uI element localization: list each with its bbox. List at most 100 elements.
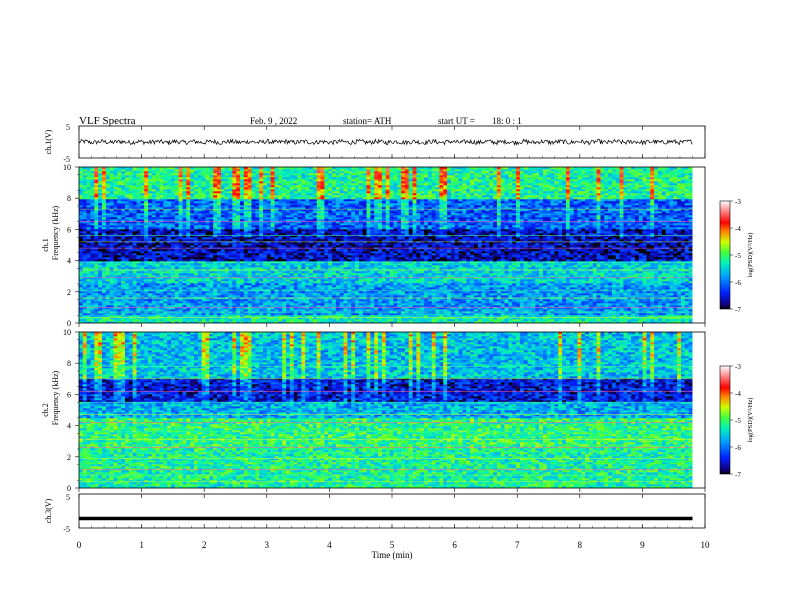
spectrogram-cell xyxy=(282,177,287,180)
spectrogram-cell xyxy=(282,175,287,178)
spectrogram-cell xyxy=(220,221,225,224)
spectrogram-cell xyxy=(240,199,245,202)
spectrogram-cell xyxy=(255,205,260,208)
spectrogram-cell xyxy=(236,307,241,310)
spectrogram-cell xyxy=(121,275,126,278)
spectrogram-cell xyxy=(171,229,176,232)
spectrogram-cell xyxy=(289,235,295,238)
spectrogram-cell xyxy=(151,181,156,184)
spectrogram-cell xyxy=(228,265,233,268)
spectrogram-cell xyxy=(305,245,310,248)
spectrogram-cell xyxy=(125,277,130,280)
spectrogram-cell xyxy=(182,255,187,258)
spectrogram-cell xyxy=(289,315,295,318)
spectrogram-cell xyxy=(171,303,176,306)
spectrogram-cell xyxy=(182,259,187,262)
spectrogram-cell xyxy=(144,227,149,230)
spectrogram-cell xyxy=(148,291,153,294)
spectrogram-cell xyxy=(182,179,187,182)
spectrogram-cell xyxy=(178,239,183,242)
spectrogram-cell xyxy=(136,281,141,284)
spectrogram-cell xyxy=(186,217,191,220)
spectrogram-cell xyxy=(174,231,179,234)
spectrogram-cell xyxy=(163,277,168,280)
spectrogram-cell xyxy=(186,321,191,324)
spectrogram-cell xyxy=(243,171,248,174)
spectrogram-cell xyxy=(309,275,314,278)
spectrogram-cell xyxy=(289,183,295,186)
spectrogram-cell xyxy=(240,265,245,268)
spectrogram-cell xyxy=(217,245,222,248)
spectrogram-cell xyxy=(105,189,110,192)
spectrogram-cell xyxy=(305,279,310,282)
spectrogram-cell xyxy=(270,179,275,182)
spectrogram-cell xyxy=(205,281,210,284)
spectrogram-cell xyxy=(278,167,283,170)
spectrogram-cell xyxy=(90,181,95,184)
spectrogram-cell xyxy=(109,303,114,306)
spectrogram-cell xyxy=(220,237,225,240)
spectrogram-cell xyxy=(305,185,310,188)
spectrogram-cell xyxy=(289,175,295,178)
spectrogram-cell xyxy=(178,293,183,296)
spectrogram-cell xyxy=(182,287,187,290)
spectrogram-cell xyxy=(148,237,153,240)
spectrogram-cell xyxy=(167,199,172,202)
spectrogram-cell xyxy=(259,295,264,298)
spectrogram-cell xyxy=(251,277,256,280)
spectrogram-cell xyxy=(220,273,225,276)
spectrogram-cell xyxy=(86,231,91,234)
spectrogram-cell xyxy=(194,211,199,214)
spectrogram-cell xyxy=(240,221,245,224)
spectrogram-cell xyxy=(293,309,298,312)
spectrogram-cell xyxy=(312,265,318,268)
spectrogram-cell xyxy=(86,219,91,222)
spectrogram-cell xyxy=(125,283,130,286)
spectrogram-cell xyxy=(144,285,149,288)
spectrogram-cell xyxy=(224,207,229,210)
spectrogram-cell xyxy=(240,267,245,270)
spectrogram-cell xyxy=(316,285,321,288)
spectrogram-cell xyxy=(301,223,306,226)
spectrogram-cell xyxy=(90,281,95,284)
spectrogram-cell xyxy=(140,185,145,188)
spectrogram-cell xyxy=(113,267,118,270)
spectrogram-cell xyxy=(132,253,137,256)
spectrogram-cell xyxy=(132,273,137,276)
spectrogram-cell xyxy=(217,221,222,224)
spectrogram-cell xyxy=(301,279,306,282)
spectrogram-cell xyxy=(259,305,264,308)
spectrogram-cell xyxy=(82,239,87,242)
spectrogram-cell xyxy=(155,263,160,266)
spectrogram-cell xyxy=(255,191,260,194)
spectrogram-cell xyxy=(309,271,314,274)
spectrogram-cell xyxy=(270,203,275,206)
spectrogram-cell xyxy=(293,253,298,256)
spectrogram-cell xyxy=(167,221,172,224)
spectrogram-cell xyxy=(220,229,225,232)
spectrogram-cell xyxy=(289,293,295,296)
spectrogram-cell xyxy=(224,225,229,228)
spectrogram-cell xyxy=(217,315,222,318)
spectrogram-cell xyxy=(278,249,283,252)
spectrogram-cell xyxy=(121,255,126,258)
spectrogram-cell xyxy=(301,319,306,322)
spectrogram-cell xyxy=(209,301,214,304)
spectrogram-cell xyxy=(232,301,237,304)
spectrogram-cell xyxy=(289,215,295,218)
spectrogram-cell xyxy=(132,287,137,290)
spectrogram-cell xyxy=(94,181,99,184)
spectrogram-cell xyxy=(263,227,268,230)
spectrogram-cell xyxy=(224,267,229,270)
spectrogram-cell xyxy=(182,207,187,210)
spectrogram-cell xyxy=(167,213,172,216)
spectrogram-cell xyxy=(159,305,164,308)
spectrogram-cell xyxy=(132,305,137,308)
spectrogram-cell xyxy=(312,275,318,278)
spectrogram-cell xyxy=(278,211,283,214)
spectrogram-cell xyxy=(209,259,214,262)
spectrogram-cell xyxy=(263,287,268,290)
spectrogram-cell xyxy=(98,319,103,322)
spectrogram-cell xyxy=(182,231,187,234)
spectrogram-cell xyxy=(251,187,256,190)
